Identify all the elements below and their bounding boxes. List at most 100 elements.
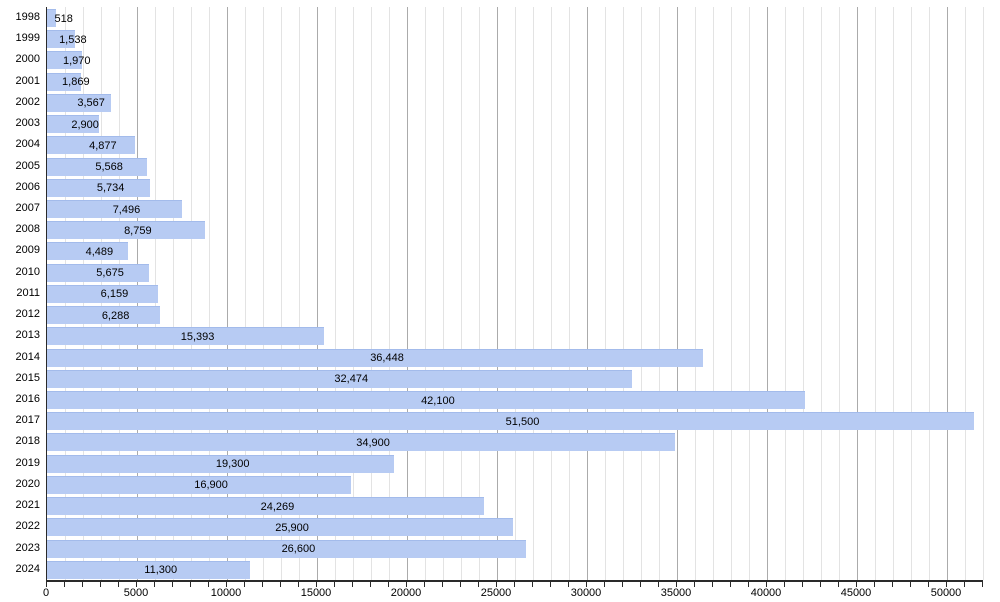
gridline-minor [641, 7, 642, 580]
gridline-minor [821, 7, 822, 580]
x-axis-tick [82, 582, 83, 587]
y-axis-label-2018: 2018 [15, 435, 40, 448]
y-axis-label-2007: 2007 [15, 202, 40, 214]
x-axis-tick-label-15000: 15000 [300, 587, 332, 599]
x-axis-tick [586, 582, 587, 587]
y-axis-label-2012: 2012 [15, 308, 40, 321]
gridline-minor [803, 7, 804, 580]
x-axis-tick-label-10000: 10000 [210, 587, 242, 599]
bar-value-label-2007: 7,496 [112, 203, 141, 216]
x-axis-tick [622, 582, 623, 587]
y-axis-label-2013: 2013 [15, 329, 40, 342]
x-axis-tick [226, 582, 227, 587]
x-axis-tick [748, 582, 749, 587]
x-axis-tick [136, 582, 137, 587]
bar-value-label-1999: 1,538 [59, 33, 87, 46]
gridline-minor [533, 7, 534, 580]
gridline-minor [965, 7, 966, 580]
bar-value-label-2012: 6,288 [101, 309, 130, 322]
gridline-major [857, 7, 858, 580]
bar-value-label-2011: 6,159 [100, 288, 129, 301]
gridline-minor [353, 7, 354, 580]
y-axis-label-2022: 2022 [15, 520, 40, 533]
y-axis-label-2014: 2014 [15, 350, 40, 363]
x-axis-tick [370, 582, 371, 587]
bar-2004: 4,877 [47, 136, 135, 155]
gridline-major [767, 7, 768, 580]
bar-value-label-2022: 25,900 [275, 521, 309, 534]
bar-2017: 51,500 [47, 412, 974, 431]
bar-value-label-2005: 5,568 [95, 161, 123, 174]
y-axis-label-2006: 2006 [15, 180, 40, 193]
bar-2001: 1,869 [47, 72, 90, 91]
y-axis-label-2008: 2008 [15, 223, 40, 236]
x-axis-tick [676, 582, 677, 587]
bar-1999: 1,538 [47, 30, 87, 49]
x-axis-tick [334, 582, 335, 587]
x-axis-tick [658, 582, 659, 587]
bar-value-label-1998: 518 [54, 12, 73, 25]
gridline-minor [929, 7, 930, 580]
y-axis-label-1998: 1998 [15, 11, 40, 23]
gridline-minor [209, 7, 210, 580]
bar-value-label-2020: 16,900 [194, 479, 228, 492]
gridline-minor [173, 7, 174, 580]
gridline-minor [623, 7, 624, 580]
x-axis-tick [982, 582, 983, 587]
x-axis-tick [172, 582, 173, 587]
bar-1998: 518 [47, 9, 73, 27]
gridline-minor [911, 7, 912, 580]
y-axis-label-2019: 2019 [15, 456, 40, 469]
x-axis-tick [118, 582, 119, 587]
gridline-minor [191, 7, 192, 580]
gridline-minor [479, 7, 480, 580]
x-axis-tick [712, 582, 713, 587]
gridline-minor [371, 7, 372, 580]
y-axis-label-2001: 2001 [15, 74, 40, 87]
gridline-minor [731, 7, 732, 580]
bar-2013: 15,393 [47, 327, 325, 346]
bar-2012: 6,288 [47, 306, 161, 325]
bar-value-label-2015: 32,474 [334, 373, 369, 386]
x-axis-tick [928, 582, 929, 587]
gridline-minor [749, 7, 750, 580]
gridline-minor [263, 7, 264, 580]
x-axis-tick [964, 582, 965, 587]
bar-2000: 1,970 [47, 51, 90, 70]
bar-2011: 6,159 [47, 284, 158, 303]
y-axis-label-2023: 2023 [15, 541, 40, 554]
gridline-minor [281, 7, 282, 580]
bar-2022: 25,900 [47, 518, 514, 537]
x-axis-tick [694, 582, 695, 587]
bar-2003: 2,900 [47, 115, 100, 134]
bar-value-label-2000: 1,970 [62, 54, 91, 67]
x-axis-tick [568, 582, 569, 587]
gridline-minor [893, 7, 894, 580]
bar-value-label-2024: 11,300 [144, 564, 178, 577]
bar-2021: 24,269 [47, 497, 484, 516]
x-axis-tick [64, 582, 65, 587]
x-axis-tick [838, 582, 839, 587]
bar-2005: 5,568 [47, 157, 148, 176]
y-axis-label-2000: 2000 [15, 53, 40, 66]
x-axis-tick-label-30000: 30000 [570, 587, 602, 599]
x-axis-tick [730, 582, 731, 587]
x-axis-tick [640, 582, 641, 587]
gridline-minor [425, 7, 426, 580]
bar-2002: 3,567 [47, 93, 112, 112]
x-axis-tick [406, 582, 407, 587]
x-axis-tick [766, 582, 767, 587]
bar-value-label-2003: 2,900 [71, 118, 99, 131]
bar-value-label-2019: 19,300 [215, 458, 250, 471]
bar-2006: 5,734 [47, 178, 151, 197]
x-axis-tick [424, 582, 425, 587]
x-axis-tick [100, 582, 101, 587]
bar-2015: 32,474 [47, 369, 632, 388]
x-axis-tick-label-35000: 35000 [660, 587, 692, 599]
gridline-minor [299, 7, 300, 580]
x-axis-ticks [46, 582, 983, 587]
x-axis-tick [352, 582, 353, 587]
y-axis-year-labels: 1998 1999 2000 2001 2002 2003 2004 2005 2006 2007… [0, 7, 40, 580]
x-axis-tick [892, 582, 893, 587]
bar-value-label-2006: 5,734 [96, 182, 125, 195]
